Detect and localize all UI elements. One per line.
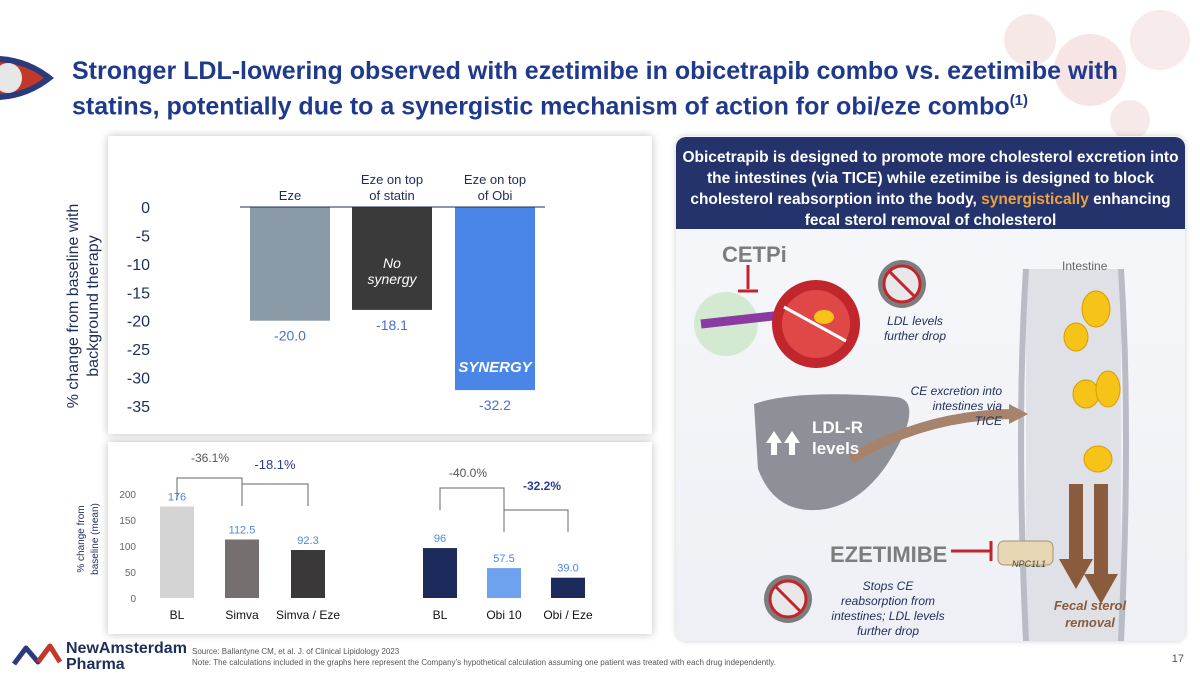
category-label: Obi 10 [486,608,522,622]
category-label: Obi / Eze [543,608,593,622]
y-tick-label: 200 [119,490,136,501]
y-tick-label: -25 [127,342,150,359]
intestine-label: Intestine [1062,259,1108,273]
bar-1 [352,207,432,310]
y-tick-label: 0 [141,200,150,217]
bracket-3 [503,509,569,532]
category-label: of Obi [478,188,513,203]
value-label: 57.5 [493,553,514,565]
company-logo-icon [12,643,62,666]
bracket-1 [241,483,309,506]
y-tick-label: -15 [127,285,150,302]
bar-3 [423,548,457,598]
cetpi-label: CETPi [722,242,787,267]
category-label: BL [170,608,185,622]
category-label: Eze [279,188,301,203]
ldlr-label: LDL-R [812,418,863,437]
footer-notes: Source: Ballantyne CM, et al. J. of Clin… [192,647,776,667]
bracket-label: -18.1% [254,457,296,472]
synergy-label: SYNERGY [458,359,533,376]
mechanism-illustration [694,260,1129,641]
ldl-drop-label: LDL levels further drop [883,314,947,343]
cholesterol-clusters [1063,290,1121,473]
bar-2 [291,550,325,598]
page-number: 17 [1171,653,1184,665]
bottom-chart-panel [108,442,652,634]
y-tick-label: 0 [130,594,136,605]
bracket-label: -36.1% [191,451,229,465]
ezetimibe-label: EZETIMIBE [830,542,948,567]
y-axis-label: background therapy [85,235,102,376]
bar-5 [551,577,585,598]
stops-label: Stops CE reabsorption from intestines; L… [831,579,945,638]
bar-0 [160,506,194,598]
y-tick-label: -20 [127,314,150,331]
y-axis-label: % change from baseline with [65,204,82,409]
y-tick-label: 100 [119,542,136,553]
bar-0 [250,207,330,321]
y-tick-label: 150 [119,516,136,527]
bracket-0 [176,477,243,500]
value-label: 112.5 [229,525,256,537]
value-label: -18.1 [376,317,408,333]
category-label: Simva / Eze [276,608,340,622]
value-label: 96 [434,533,446,545]
fecal-label: Fecal sterol removal [1053,598,1127,630]
y-tick-label: -5 [136,228,150,245]
category-label: Eze on top [361,172,423,187]
y-axis-label: baseline (mean) [90,503,101,575]
bracket-label: -32.2% [523,479,561,493]
value-label: 92.3 [297,535,318,547]
company-name: NewAmsterdam Pharma [66,640,187,673]
eye-logo-icon [0,56,54,100]
bracket-label: -40.0% [449,466,487,480]
no-synergy-label: synergy [367,271,417,287]
y-axis-label: % change from [76,505,87,572]
y-tick-label: 50 [125,568,137,579]
chart-ldl-mean: 0 50 100 150 200 % change from baseline (mean)… [76,451,593,622]
value-label: 39.0 [557,563,578,575]
category-label: Eze on top [464,172,526,187]
category-label: of statin [369,188,415,203]
bracket-2 [439,487,505,510]
npc-label: NPC1L1 [1012,559,1047,569]
value-label: -20.0 [274,328,306,344]
value-label: -32.2 [479,397,511,413]
category-label: BL [433,608,448,622]
no-synergy-label: No [383,255,401,271]
page-title: Stronger LDL-lowering observed with ezet… [72,57,1118,121]
y-tick-label: -10 [127,257,150,274]
bar-1 [225,539,259,598]
mechanism-header: Obicetrapib is designed to promote more … [676,137,1185,229]
levels-label: levels [812,439,860,458]
chart-ldl-change: 0 -5 -10 -15 -20 -25 -30 -35 % change from basel… [65,172,545,416]
y-tick-label: -35 [127,399,150,416]
bar-2 [455,207,535,391]
ce-excretion-label: CE excretion into intestines via TICE [910,384,1002,428]
molecule-decoration [1004,10,1190,140]
y-tick-label: -30 [127,371,150,388]
category-label: Simva [225,608,259,622]
bar-4 [487,568,521,598]
